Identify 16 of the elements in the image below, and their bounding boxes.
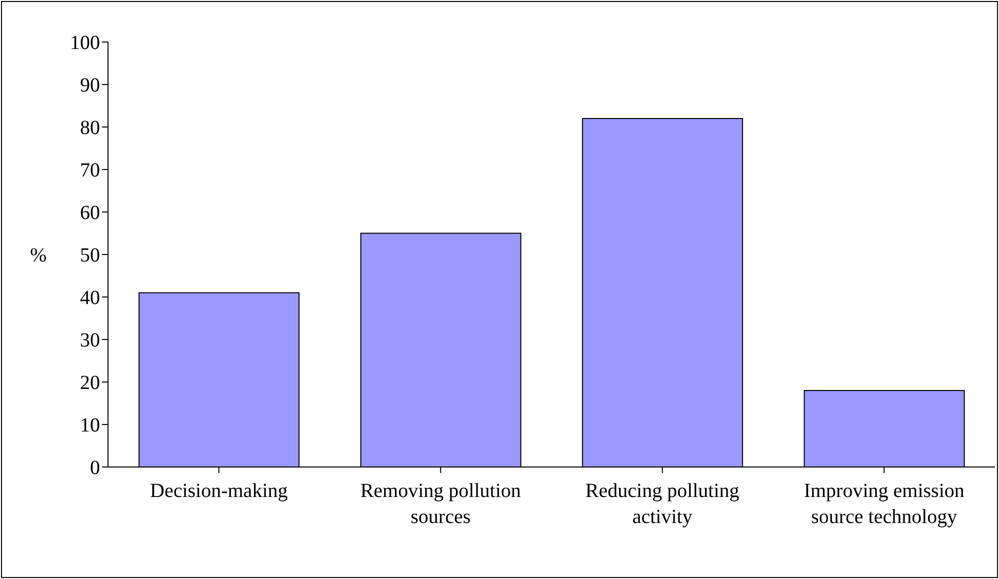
y-tick-label: 10 <box>80 414 100 437</box>
y-tick-label: 0 <box>90 457 100 480</box>
x-tick-label: Improving emission source technology <box>804 480 964 528</box>
x-tick-label: Decision-making <box>150 480 288 502</box>
y-tick-label: 90 <box>80 74 100 97</box>
y-axis-title: % <box>30 244 47 267</box>
y-tick-label: 40 <box>80 287 100 310</box>
y-tick-label: 20 <box>80 372 100 394</box>
y-tick-label: 30 <box>80 330 100 352</box>
x-tick-label: Removing pollution sources <box>360 480 521 528</box>
y-tick-label: 60 <box>80 202 100 224</box>
y-tick-label: 80 <box>80 117 100 140</box>
y-tick-label: 50 <box>80 244 100 267</box>
y-tick-label: 100 <box>70 32 100 54</box>
y-tick-label: 70 <box>80 160 100 182</box>
x-tick-label: Reducing polluting activity <box>585 480 740 528</box>
